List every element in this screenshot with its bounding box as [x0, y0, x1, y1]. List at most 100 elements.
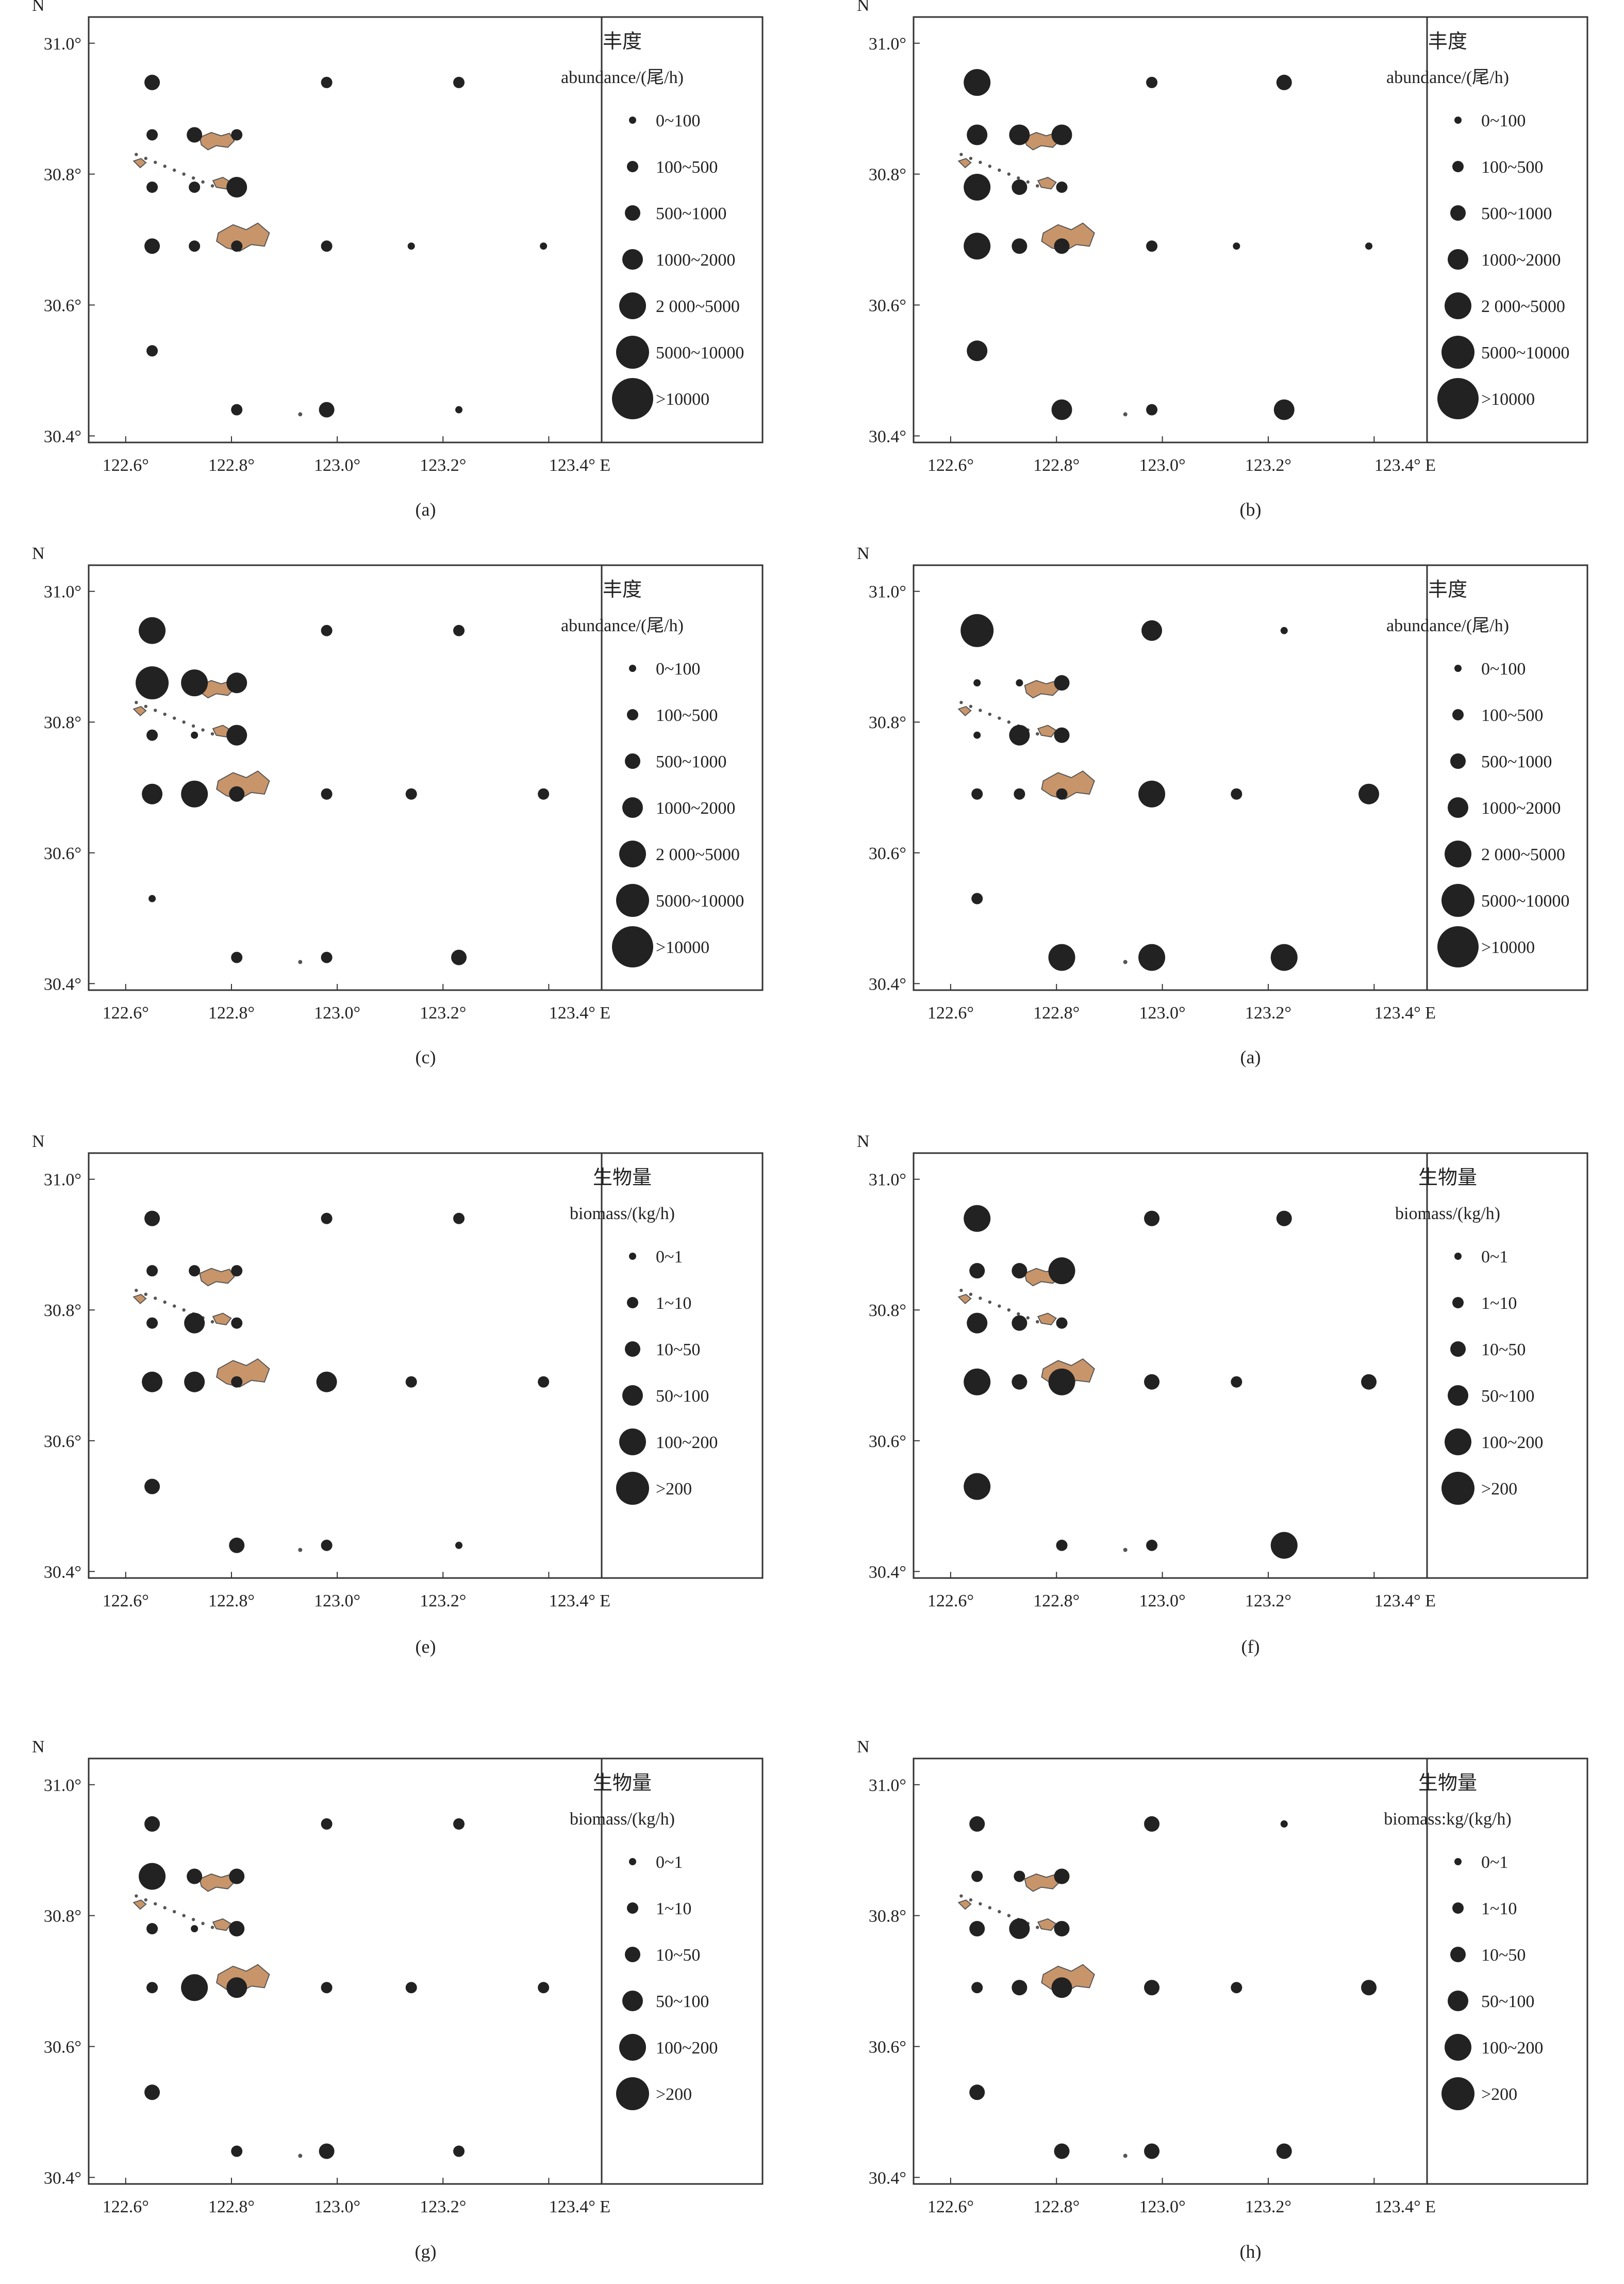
station-marker [1016, 679, 1023, 687]
station-marker [1273, 399, 1295, 420]
panel-caption: (g) [415, 2241, 437, 2262]
legend-symbol [1452, 709, 1464, 720]
map-frame [913, 564, 1588, 991]
legend-symbol [1445, 292, 1471, 319]
islet [1007, 1914, 1011, 1917]
lon-tick-label: 123.4° E [1374, 456, 1436, 475]
station-marker [964, 1205, 991, 1232]
station-marker [538, 1982, 550, 1994]
island-shape [957, 1294, 972, 1304]
station-marker [148, 895, 156, 902]
lon-tick-label: 122.8° [1033, 1004, 1080, 1023]
station-marker [144, 238, 160, 254]
station-marker [231, 404, 243, 416]
island-shape [199, 1873, 235, 1892]
station-marker [960, 614, 994, 647]
lat-tick-label: 30.8° [44, 1301, 81, 1320]
legend-symbol [1448, 1991, 1468, 2011]
map-panel-8: N 31.0° 30.8° 30.6° 30.4° 122.6° 122.8° 123.0° 1… [857, 1737, 1588, 2262]
islet [1026, 1316, 1030, 1320]
station-marker [1276, 1210, 1292, 1226]
station-marker [971, 1982, 983, 1994]
legend-symbol [1452, 161, 1464, 172]
station-marker [1146, 1539, 1158, 1551]
legend-class-label: 100~200 [1481, 2039, 1543, 2058]
islet [144, 1898, 147, 1902]
island-shape [132, 1294, 147, 1304]
island-shape [216, 1358, 270, 1388]
islet [298, 960, 303, 964]
station-marker [191, 731, 198, 739]
lon-tick-label: 123.2° [420, 1591, 466, 1611]
map-panel-4: N 31.0° 30.8° 30.6° 30.4° 122.6° 122.8° 123.0° 1… [857, 544, 1588, 1067]
legend-class-label: 10~50 [656, 1340, 700, 1359]
lon-tick-label: 123.2° [1245, 456, 1291, 475]
islet [1007, 1308, 1011, 1312]
station-marker [1231, 788, 1242, 800]
legend-class-label: 10~50 [656, 1946, 700, 1965]
legend-class-label: 100~500 [656, 706, 718, 725]
islet [172, 1910, 176, 1914]
lon-tick-label: 122.8° [208, 456, 255, 475]
islet [210, 732, 214, 736]
legend-symbol [622, 1385, 643, 1406]
legend-class-label: 50~100 [656, 1387, 709, 1406]
lat-tick-label: 30.4° [44, 2168, 81, 2188]
legend-symbol [619, 1428, 646, 1455]
station-marker [1361, 1374, 1377, 1390]
lat-tick-label: 30.4° [44, 1563, 81, 1582]
islet [979, 709, 982, 712]
lat-tick-label: 31.0° [44, 1776, 81, 1795]
lon-tick-label: 123.0° [314, 2197, 360, 2216]
legend-class-label: 0~100 [1481, 660, 1526, 679]
legend-title-cn: 生物量 [1418, 1167, 1477, 1189]
station-marker [405, 788, 417, 800]
station-marker [1048, 1257, 1075, 1285]
islet [201, 1921, 205, 1926]
station-marker [973, 679, 981, 687]
station-marker [971, 893, 983, 905]
station-marker [181, 669, 208, 697]
legend-symbol [1445, 2034, 1471, 2061]
station-marker [144, 1816, 160, 1832]
station-marker [1270, 1532, 1298, 1559]
station-marker [1054, 1868, 1070, 1884]
map-frame [913, 1152, 1588, 1579]
station-marker [407, 242, 415, 250]
legend-symbol [616, 336, 649, 369]
legend-symbol [619, 292, 646, 319]
islet [172, 716, 176, 720]
station-marker [964, 69, 991, 96]
station-marker [1012, 1263, 1028, 1279]
islet [1036, 1926, 1039, 1929]
station-marker [231, 951, 243, 963]
panel-caption: (e) [416, 1636, 436, 1657]
lat-tick-label: 31.0° [869, 583, 906, 602]
lon-tick-label: 122.6° [927, 2197, 974, 2216]
lon-tick-label: 122.8° [1033, 1591, 1080, 1611]
islet [1007, 720, 1011, 724]
islet [163, 712, 167, 716]
lat-tick-label: 30.6° [869, 2037, 906, 2057]
station-marker [1144, 1816, 1160, 1832]
legend-symbol [1448, 249, 1468, 270]
lon-tick-label: 123.2° [1245, 1591, 1291, 1611]
station-marker [1280, 627, 1288, 634]
islet [135, 701, 138, 704]
station-marker [181, 780, 208, 808]
station-marker [316, 1371, 337, 1392]
station-marker [181, 1974, 208, 2001]
lat-tick-label: 30.6° [44, 844, 81, 863]
island-shape [132, 706, 147, 716]
lat-tick-label: 30.4° [869, 2168, 906, 2188]
panel-caption: (h) [1240, 2241, 1262, 2262]
legend-class-label: 10~50 [1481, 1340, 1526, 1359]
station-marker [1276, 74, 1292, 90]
lat-tick-label: 30.4° [44, 427, 81, 446]
station-marker [964, 1473, 991, 1500]
lat-tick-label: 31.0° [869, 35, 906, 54]
legend-title-cn: 丰度 [603, 31, 642, 53]
station-marker [1054, 727, 1070, 743]
station-marker [1056, 182, 1068, 193]
legend-symbol [1448, 797, 1468, 818]
